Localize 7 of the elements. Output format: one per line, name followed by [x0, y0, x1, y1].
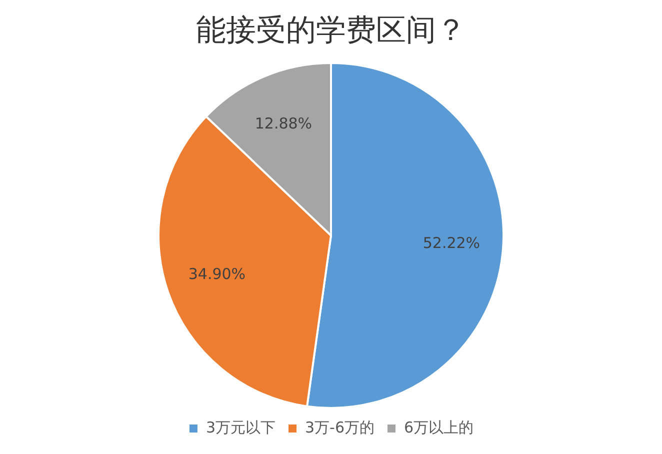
legend-label: 3万-6万的 — [305, 418, 374, 436]
legend-label: 6万以上的 — [404, 418, 474, 436]
data-label: 34.90% — [188, 265, 246, 284]
chart-title: 能接受的学费区间？ — [196, 12, 466, 48]
data-label: 12.88% — [254, 114, 312, 132]
data-label: 52.22% — [422, 234, 480, 252]
legend-label: 3万元以下 — [206, 418, 276, 436]
